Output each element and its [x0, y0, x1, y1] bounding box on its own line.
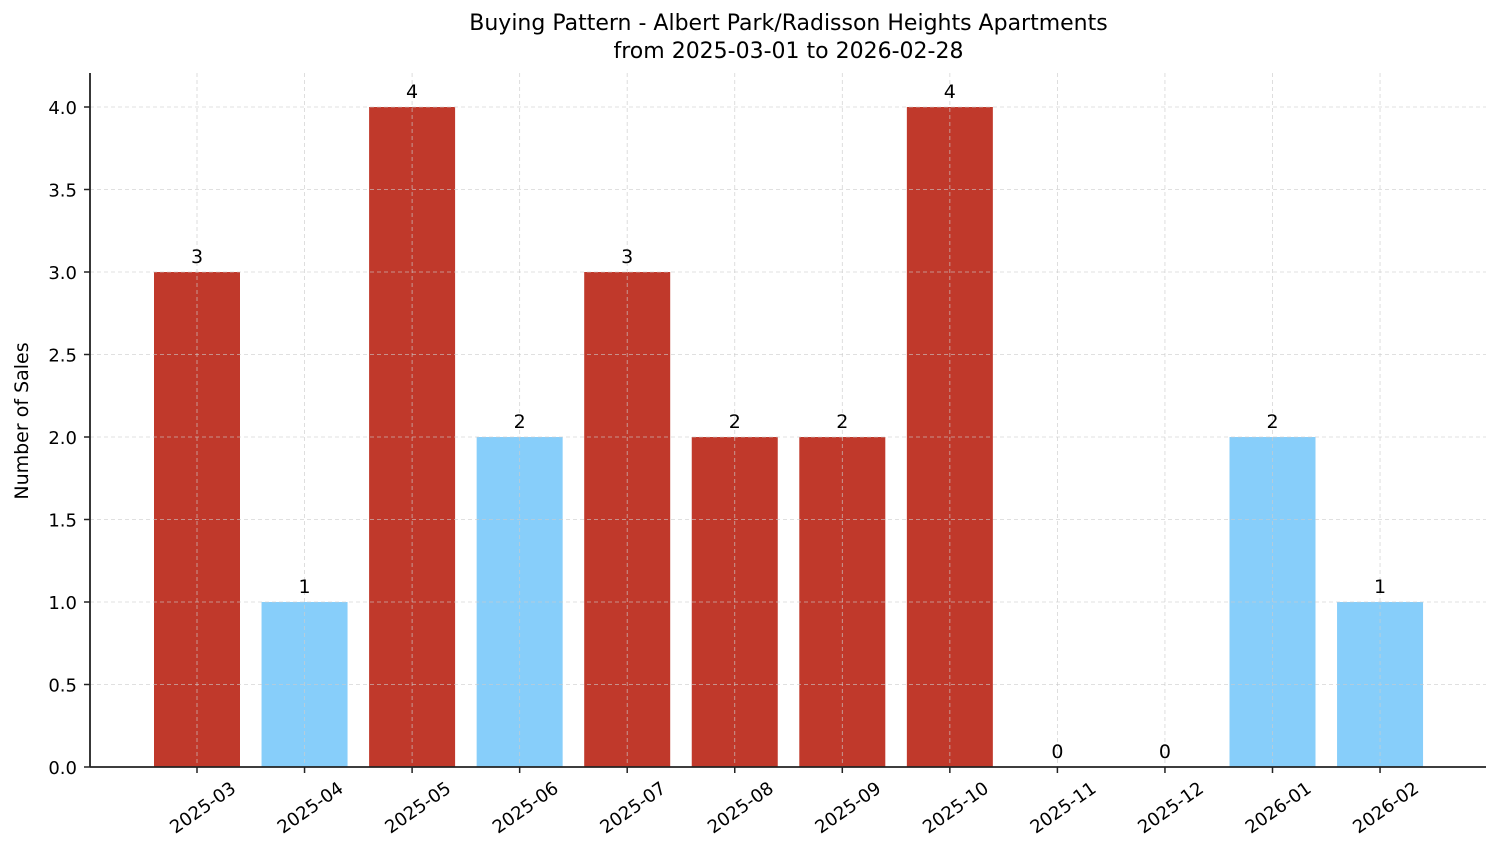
data-label: 2	[1266, 411, 1278, 433]
y-tick-label: 3.0	[48, 263, 77, 284]
data-label: 4	[944, 81, 956, 103]
data-label: 2	[729, 411, 741, 433]
x-tick-label: 2025-07	[596, 778, 670, 838]
y-tick-label: 4.0	[48, 98, 77, 119]
data-label: 4	[406, 81, 418, 103]
data-label: 2	[836, 411, 848, 433]
x-tick-label: 2025-05	[381, 778, 455, 838]
data-label: 3	[191, 246, 203, 268]
x-tick-label: 2026-01	[1242, 778, 1316, 838]
y-tick-label: 1.0	[48, 593, 77, 614]
x-tick-label: 2025-03	[166, 778, 240, 838]
y-tick-label: 1.5	[48, 511, 77, 532]
y-tick-label: 3.5	[48, 181, 77, 202]
y-tick-label: 2.5	[48, 346, 77, 367]
chart-title: Buying Pattern - Albert Park/Radisson He…	[0, 10, 1501, 66]
x-tick-label: 2026-02	[1349, 778, 1423, 838]
chart-title-main: Buying Pattern - Albert Park/Radisson He…	[469, 11, 1108, 36]
data-label: 0	[1051, 741, 1063, 763]
chart-subtitle: from 2025-03-01 to 2026-02-28	[613, 39, 964, 64]
y-tick-label: 0.0	[48, 758, 77, 779]
data-label: 3	[621, 246, 633, 268]
x-tick-label: 2025-06	[489, 778, 563, 838]
data-label: 1	[299, 576, 311, 598]
grid-lines	[90, 73, 1486, 767]
x-tick-label: 2025-09	[812, 778, 886, 838]
data-label: 2	[514, 411, 526, 433]
x-tick-label: 2025-10	[919, 778, 993, 838]
x-tick-label: 2025-11	[1027, 778, 1101, 838]
x-tick-label: 2025-04	[274, 778, 348, 838]
y-tick-label: 0.5	[48, 676, 77, 697]
data-label: 0	[1159, 741, 1171, 763]
data-labels: 3 1 4 2 3 2 2 4 0 0 2 1	[191, 81, 1386, 763]
data-label: 1	[1374, 576, 1386, 598]
y-tick-label: 2.0	[48, 428, 77, 449]
x-tick-label: 2025-08	[704, 778, 778, 838]
x-tick-label: 2025-12	[1134, 778, 1208, 838]
